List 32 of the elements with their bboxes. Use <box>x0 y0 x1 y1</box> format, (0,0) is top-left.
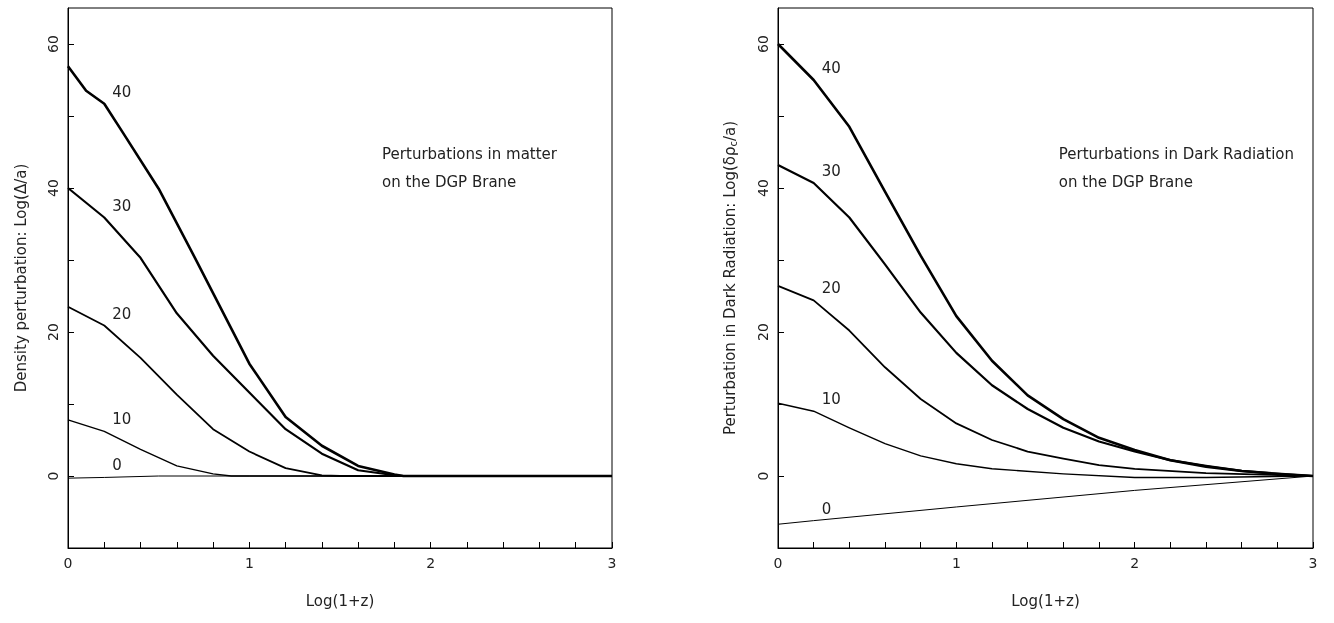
y-tick-label: 20 <box>45 323 61 341</box>
series-label: 40 <box>112 82 132 101</box>
x-tick-label: 0 <box>773 555 783 571</box>
x-axis-title: Log(1+z) <box>1011 591 1080 610</box>
y-tick-label: 0 <box>45 471 61 481</box>
x-tick-label: 3 <box>607 555 617 571</box>
y-axis-title: Perturbation in Dark Radiation: Log(δρc/a) <box>721 120 739 436</box>
series-label: 30 <box>112 196 132 215</box>
x-tick-label: 1 <box>951 555 961 571</box>
series-label: 20 <box>821 279 841 298</box>
series-label: 40 <box>821 59 841 77</box>
y-axis-title: Density perturbation: Log(Δ/a) <box>11 163 30 393</box>
y-tick-label: 60 <box>755 35 771 53</box>
x-axis-title: Log(1+z) <box>305 591 375 610</box>
y-tick-label: 60 <box>45 35 61 53</box>
series-label: 10 <box>112 410 132 429</box>
x-tick-label: 1 <box>244 555 254 571</box>
annotation: Perturbations in matter on the DGP Brane <box>382 145 558 191</box>
y-tick-label: 40 <box>45 179 61 197</box>
x-tick-label: 2 <box>426 555 436 571</box>
x-tick-label: 3 <box>1308 555 1318 571</box>
series-label: 30 <box>821 161 841 180</box>
series-label: 20 <box>112 304 132 323</box>
x-tick-label: 0 <box>63 555 73 571</box>
series-label: 10 <box>821 390 841 409</box>
series-label: 0 <box>112 456 122 475</box>
annotation: Perturbations in Dark Radiation on the DGP Brane <box>1058 145 1295 191</box>
y-tick-label: 40 <box>755 179 771 197</box>
series-label: 0 <box>821 499 832 518</box>
y-tick-label: 20 <box>755 323 771 341</box>
y-tick-label: 0 <box>755 471 771 481</box>
x-tick-label: 2 <box>1130 555 1140 571</box>
